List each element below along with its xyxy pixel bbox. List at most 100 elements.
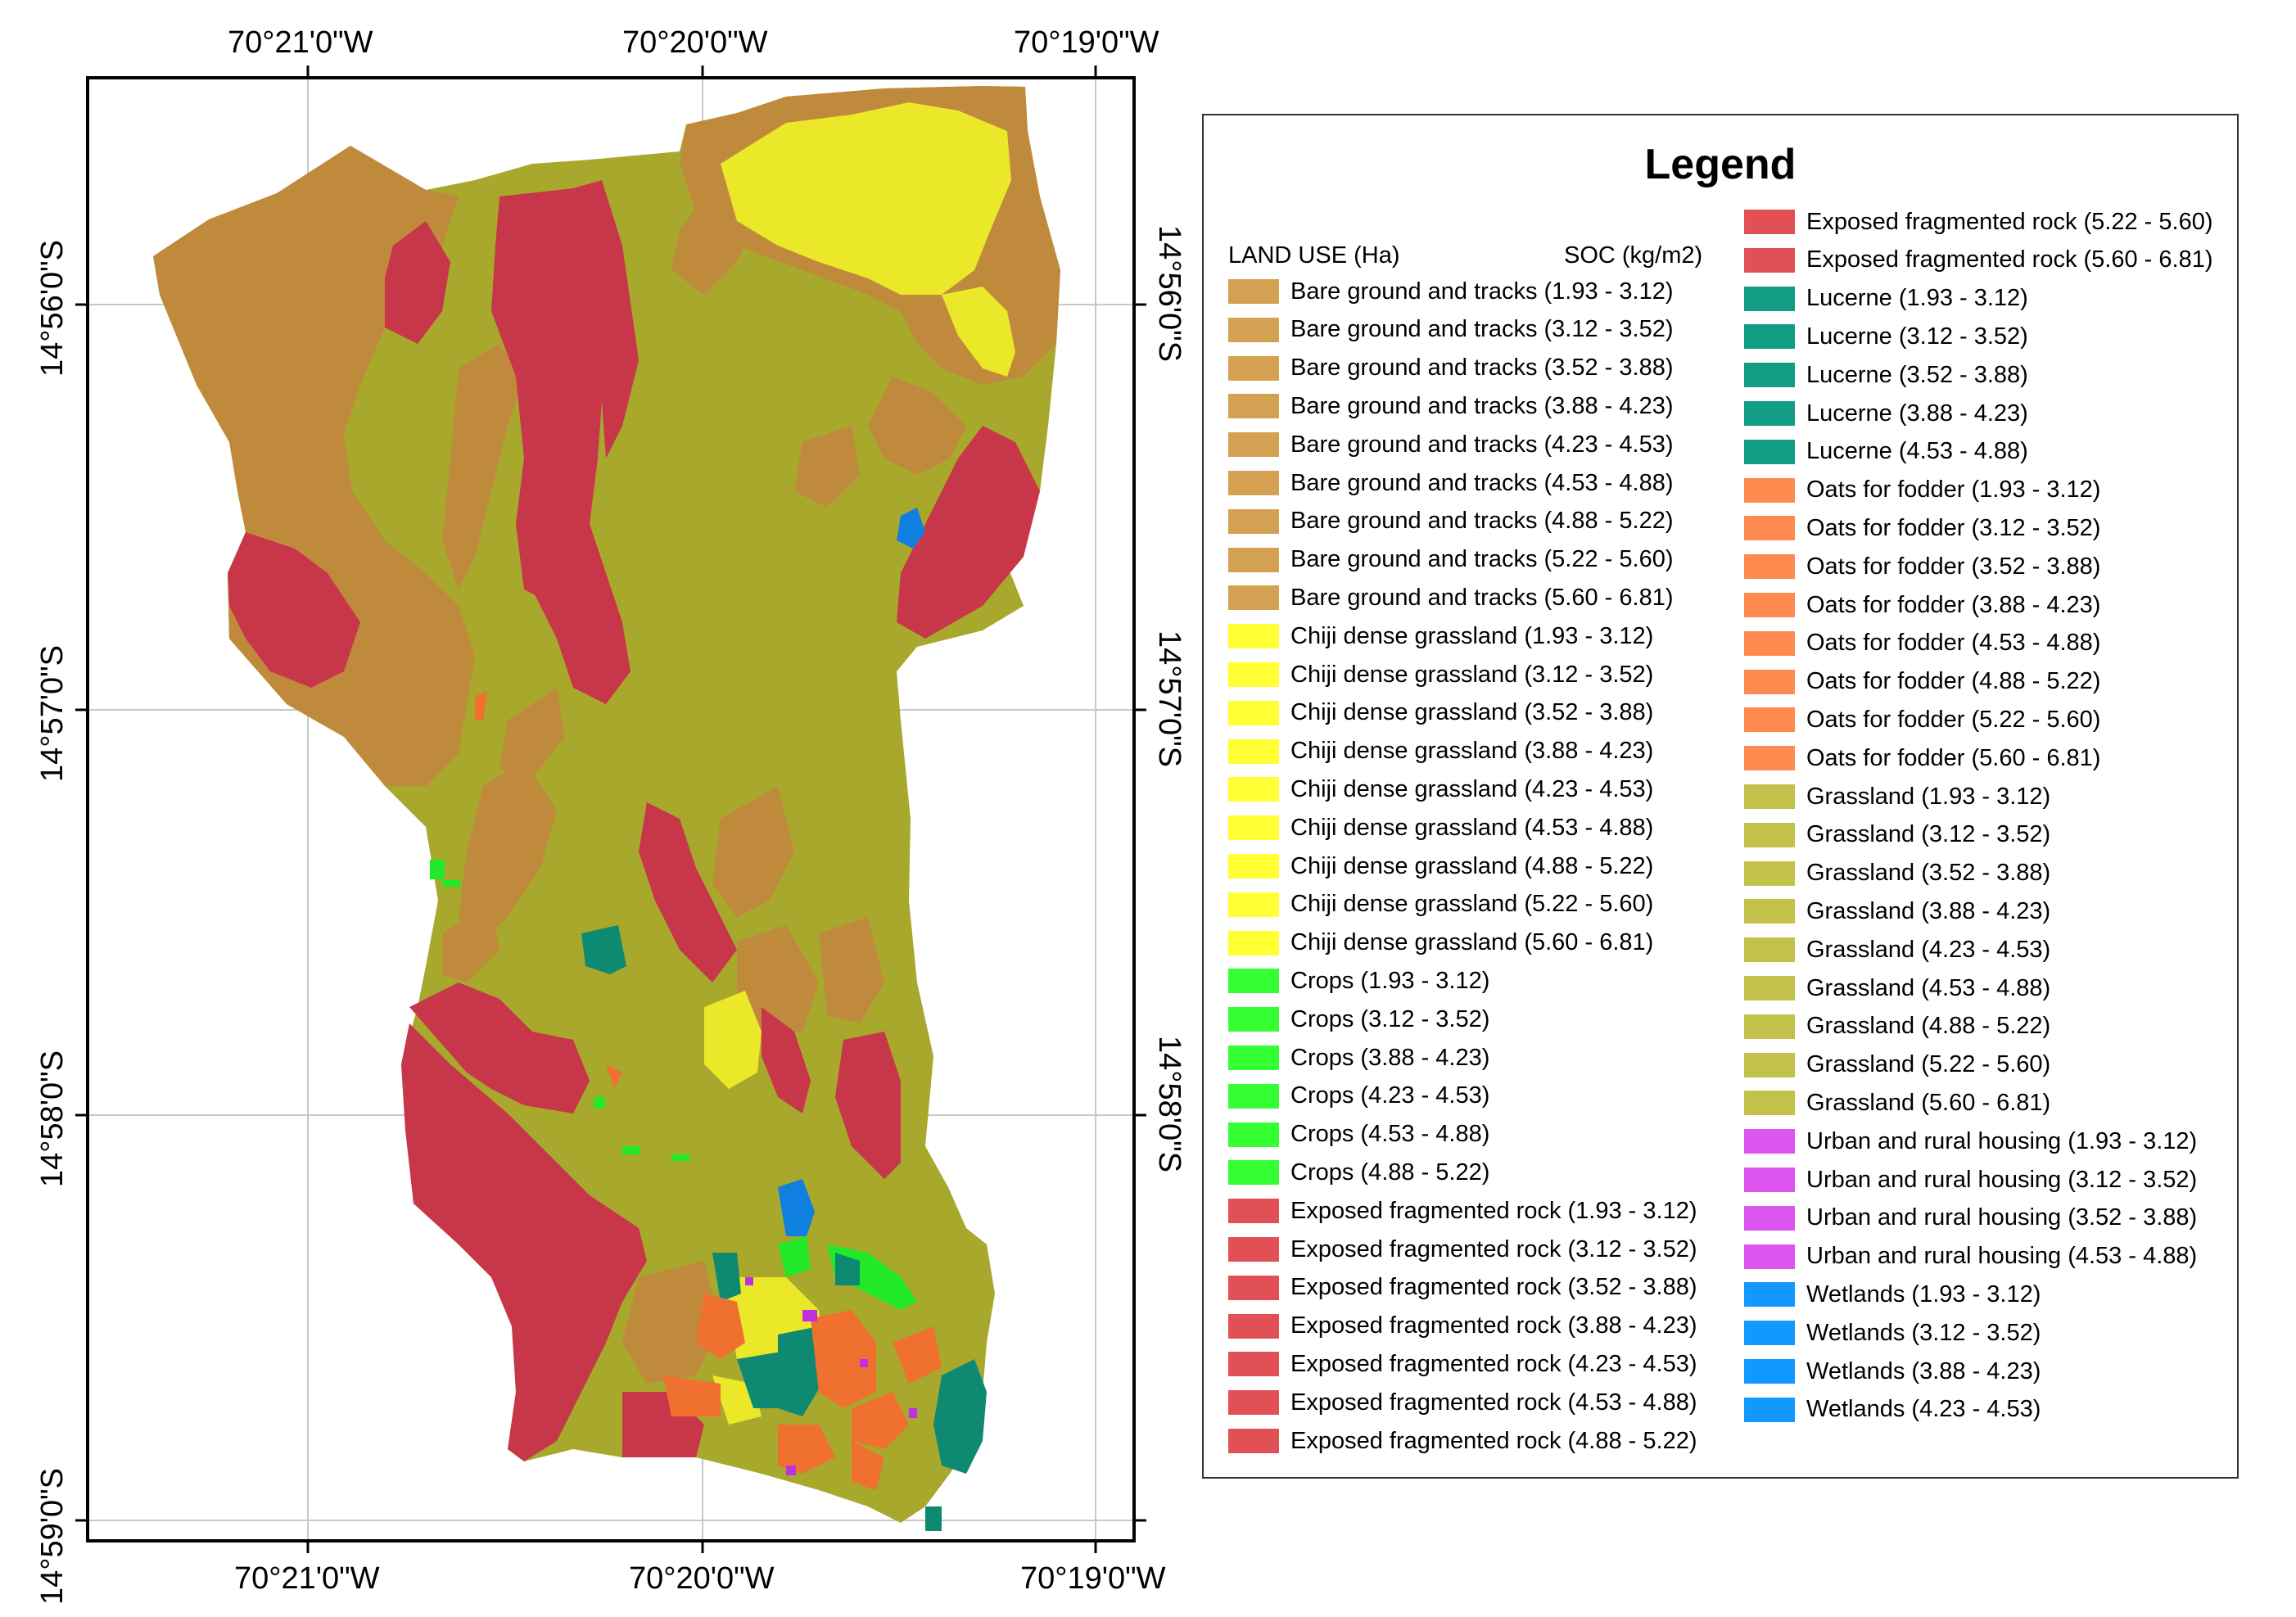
legend-label: Exposed fragmented rock (4.23 - 4.53) <box>1290 1350 1697 1377</box>
legend-swatch <box>1228 854 1279 879</box>
legend-swatch <box>1228 508 1279 534</box>
legend-item: Chiji dense grassland (3.12 - 3.52) <box>1228 659 1653 690</box>
legend-swatch <box>1228 585 1279 611</box>
legend-box: Legend LAND USE (Ha) SOC (kg/m2) Bare gr… <box>1202 114 2239 1479</box>
legend-item: Bare ground and tracks (4.53 - 4.88) <box>1228 467 1673 499</box>
legend-swatch <box>1228 1160 1279 1186</box>
legend-label: Oats for fodder (4.53 - 4.88) <box>1806 630 2101 657</box>
legend-swatch <box>1744 976 1795 1000</box>
legend-label: Chiji dense grassland (3.12 - 3.52) <box>1290 661 1654 688</box>
wetlands-areas <box>778 508 925 1236</box>
legend-label: Oats for fodder (5.60 - 6.81) <box>1806 744 2101 771</box>
legend-swatch <box>1228 1313 1279 1339</box>
legend-item: Exposed fragmented rock (5.60 - 6.81) <box>1744 245 2212 276</box>
legend-label: Exposed fragmented rock (3.88 - 4.23) <box>1290 1312 1697 1339</box>
legend-swatch <box>1228 1199 1279 1224</box>
legend-item: Oats for fodder (3.12 - 3.52) <box>1744 513 2100 544</box>
legend-label: Exposed fragmented rock (4.88 - 5.22) <box>1290 1427 1697 1454</box>
legend-swatch <box>1744 1205 1795 1231</box>
legend-item: Crops (4.88 - 5.22) <box>1228 1157 1489 1188</box>
legend-item: Bare ground and tracks (4.23 - 4.53) <box>1228 429 1673 460</box>
legend-swatch <box>1744 1244 1795 1269</box>
legend-item: Bare ground and tracks (3.52 - 3.88) <box>1228 353 1673 384</box>
legend-item: Chiji dense grassland (4.23 - 4.53) <box>1228 774 1653 805</box>
legend-swatch <box>1744 1282 1795 1308</box>
legend-item: Chiji dense grassland (3.52 - 3.88) <box>1228 698 1653 729</box>
legend-label: Urban and rural housing (3.12 - 3.52) <box>1806 1166 2198 1193</box>
legend-label: Wetlands (3.88 - 4.23) <box>1806 1357 2041 1384</box>
legend-swatch <box>1744 1168 1795 1192</box>
left-lat-label-3: 14°58'0"S <box>35 1050 70 1187</box>
legend-swatch <box>1744 899 1795 924</box>
legend-swatch <box>1228 662 1279 687</box>
legend-item: Oats for fodder (3.52 - 3.88) <box>1744 551 2100 582</box>
legend-title: Legend <box>1644 141 1797 188</box>
legend-label: Wetlands (4.23 - 4.53) <box>1806 1396 2041 1423</box>
frame-ticks <box>75 65 1146 1553</box>
legend-swatch <box>1228 738 1279 764</box>
legend-label: Crops (3.88 - 4.23) <box>1290 1044 1490 1071</box>
legend-label: Urban and rural housing (1.93 - 3.12) <box>1806 1127 2198 1154</box>
legend-swatch <box>1744 324 1795 350</box>
legend-swatch <box>1744 477 1795 503</box>
legend-label: Urban and rural housing (4.53 - 4.88) <box>1806 1243 2198 1270</box>
legend-item: Grassland (3.12 - 3.52) <box>1744 820 2050 851</box>
legend-item: Oats for fodder (4.53 - 4.88) <box>1744 628 2100 659</box>
legend-item: Urban and rural housing (3.12 - 3.52) <box>1744 1164 2197 1195</box>
legend-label: Grassland (5.60 - 6.81) <box>1806 1089 2051 1116</box>
legend-item: Wetlands (3.12 - 3.52) <box>1744 1317 2041 1348</box>
legend-swatch <box>1744 247 1795 273</box>
legend-label: Bare ground and tracks (4.53 - 4.88) <box>1290 469 1674 496</box>
legend-item: Oats for fodder (3.88 - 4.23) <box>1744 589 2100 621</box>
legend-swatch <box>1228 892 1279 917</box>
legend-swatch <box>1744 1129 1795 1154</box>
legend-item: Urban and rural housing (3.52 - 3.88) <box>1744 1203 2197 1234</box>
legend-item: Oats for fodder (5.22 - 5.60) <box>1744 704 2100 735</box>
legend-swatch <box>1228 1122 1279 1147</box>
legend-item: Exposed fragmented rock (3.52 - 3.88) <box>1228 1272 1697 1303</box>
legend-swatch <box>1744 439 1795 464</box>
legend-item: Exposed fragmented rock (5.22 - 5.60) <box>1744 206 2212 237</box>
legend-item: Exposed fragmented rock (4.53 - 4.88) <box>1228 1387 1697 1418</box>
legend-label: Oats for fodder (3.12 - 3.52) <box>1806 514 2101 541</box>
legend-item: Bare ground and tracks (3.12 - 3.52) <box>1228 314 1673 346</box>
legend-swatch <box>1744 630 1795 656</box>
legend-item: Crops (3.88 - 4.23) <box>1228 1042 1489 1073</box>
legend-item: Lucerne (1.93 - 3.12) <box>1744 283 2028 314</box>
legend-swatch <box>1744 1321 1795 1346</box>
legend-swatch <box>1744 210 1795 234</box>
legend-label: Grassland (4.88 - 5.22) <box>1806 1013 2051 1040</box>
legend-label: Exposed fragmented rock (4.53 - 4.88) <box>1290 1389 1697 1416</box>
legend-swatch <box>1744 286 1795 311</box>
oats-areas <box>475 692 942 1490</box>
legend-label: Crops (4.23 - 4.53) <box>1290 1082 1490 1109</box>
legend-item: Crops (4.23 - 4.53) <box>1228 1081 1489 1112</box>
legend-label: Grassland (3.52 - 3.88) <box>1806 860 2051 887</box>
legend-swatch <box>1228 624 1279 649</box>
bottom-lon-label-2: 70°20'0"W <box>629 1561 775 1596</box>
legend-swatch <box>1744 1397 1795 1422</box>
legend-item: Grassland (1.93 - 3.12) <box>1744 781 2050 812</box>
legend-swatch <box>1744 1091 1795 1116</box>
legend-label: Bare ground and tracks (5.60 - 6.81) <box>1290 584 1674 611</box>
left-lat-label-2: 14°57'0"S <box>35 645 70 782</box>
legend-label: Exposed fragmented rock (3.52 - 3.88) <box>1290 1274 1697 1301</box>
legend-item: Grassland (4.88 - 5.22) <box>1744 1011 2050 1042</box>
legend-swatch <box>1744 1052 1795 1077</box>
legend-item: Chiji dense grassland (4.88 - 5.22) <box>1228 851 1653 882</box>
legend-label: Bare ground and tracks (5.22 - 5.60) <box>1290 546 1674 573</box>
right-lat-label-2: 14°57'0"S <box>1152 630 1186 767</box>
legend-label: Oats for fodder (3.52 - 3.88) <box>1806 553 2101 580</box>
legend-item: Wetlands (1.93 - 3.12) <box>1744 1279 2041 1310</box>
legend-label: Chiji dense grassland (1.93 - 3.12) <box>1290 622 1654 649</box>
legend-swatch <box>1228 1352 1279 1377</box>
legend-label: Chiji dense grassland (3.52 - 3.88) <box>1290 699 1654 726</box>
legend-item: Lucerne (3.12 - 3.52) <box>1744 321 2028 352</box>
legend-label: Oats for fodder (4.88 - 5.22) <box>1806 668 2101 695</box>
legend-label: Chiji dense grassland (3.88 - 4.23) <box>1290 738 1654 765</box>
legend-label: Exposed fragmented rock (5.22 - 5.60) <box>1806 208 2213 235</box>
legend-item: Crops (4.53 - 4.88) <box>1228 1119 1489 1150</box>
legend-label: Crops (3.12 - 3.52) <box>1290 1005 1490 1032</box>
chiji-grassland-areas <box>704 102 1015 1425</box>
